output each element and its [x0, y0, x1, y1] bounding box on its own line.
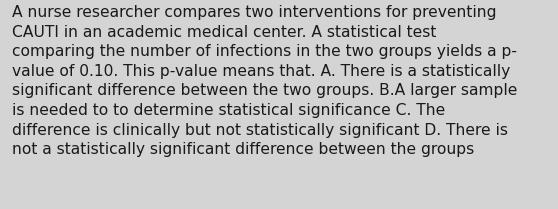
Text: A nurse researcher compares two interventions for preventing
CAUTI in an academi: A nurse researcher compares two interven… — [12, 5, 518, 157]
